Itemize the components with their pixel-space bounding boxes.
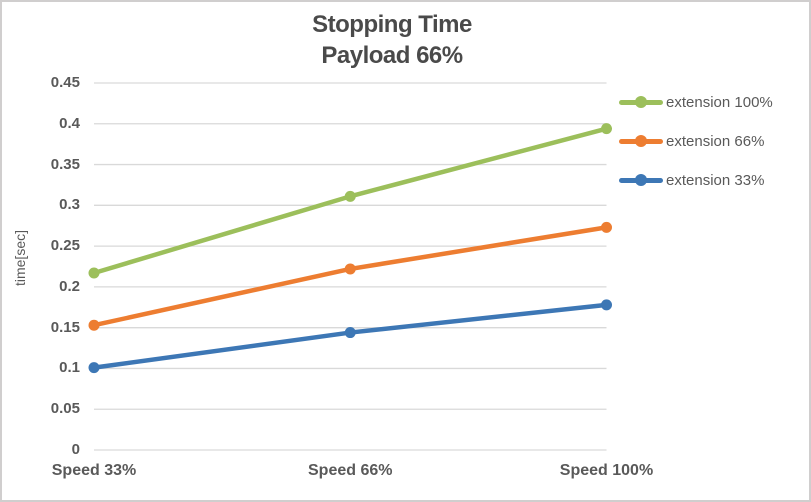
data-point-marker: [601, 299, 612, 311]
legend-label: extension 33%: [666, 171, 765, 189]
legend-line-marker-icon: [619, 96, 663, 108]
chart-title-line1: Stopping Time: [312, 11, 472, 38]
legend: extension 100% extension 66% extension 33%: [619, 89, 773, 206]
x-axis-category-label: Speed 33%: [51, 462, 137, 479]
data-point-marker: [88, 267, 100, 279]
y-tick-label: 0.05: [50, 400, 80, 418]
x-axis-category-label: Speed 66%: [308, 462, 393, 479]
data-point-marker: [344, 263, 356, 275]
legend-line-marker-icon: [619, 174, 663, 186]
y-tick-label: 0.2: [59, 277, 80, 295]
y-tick-label: 0.45: [50, 74, 80, 91]
y-tick-label: 0.3: [59, 196, 80, 214]
y-tick-label: 0.25: [50, 237, 80, 255]
legend-line-marker-icon: [619, 135, 663, 147]
y-tick-label: 0.4: [59, 114, 80, 132]
y-tick-label: 0.15: [50, 318, 80, 336]
y-tick-label: 0.35: [50, 155, 80, 173]
y-tick-label: 0.1: [59, 359, 80, 377]
data-point-marker: [601, 123, 612, 135]
chart-title: Stopping Time Payload 66%: [2, 9, 782, 71]
y-tick-label: 0: [71, 441, 80, 458]
x-axis-category-label: Speed 100%: [559, 462, 654, 479]
data-point-marker: [88, 319, 100, 331]
legend-label: extension 66%: [666, 132, 765, 150]
legend-item-extension-33: extension 33%: [619, 167, 773, 193]
series-line-extension-66: [91, 225, 609, 328]
legend-item-extension-100: extension 100%: [619, 89, 773, 115]
data-point-marker: [88, 362, 100, 374]
series-line-extension-100: [91, 126, 609, 276]
series-line-extension-33: [91, 302, 609, 370]
data-point-marker: [344, 190, 356, 202]
chart-title-line2: Payload 66%: [321, 42, 463, 69]
data-point-marker: [601, 221, 612, 233]
legend-item-extension-66: extension 66%: [619, 128, 773, 154]
legend-label: extension 100%: [666, 93, 773, 111]
data-point-marker: [344, 327, 356, 339]
